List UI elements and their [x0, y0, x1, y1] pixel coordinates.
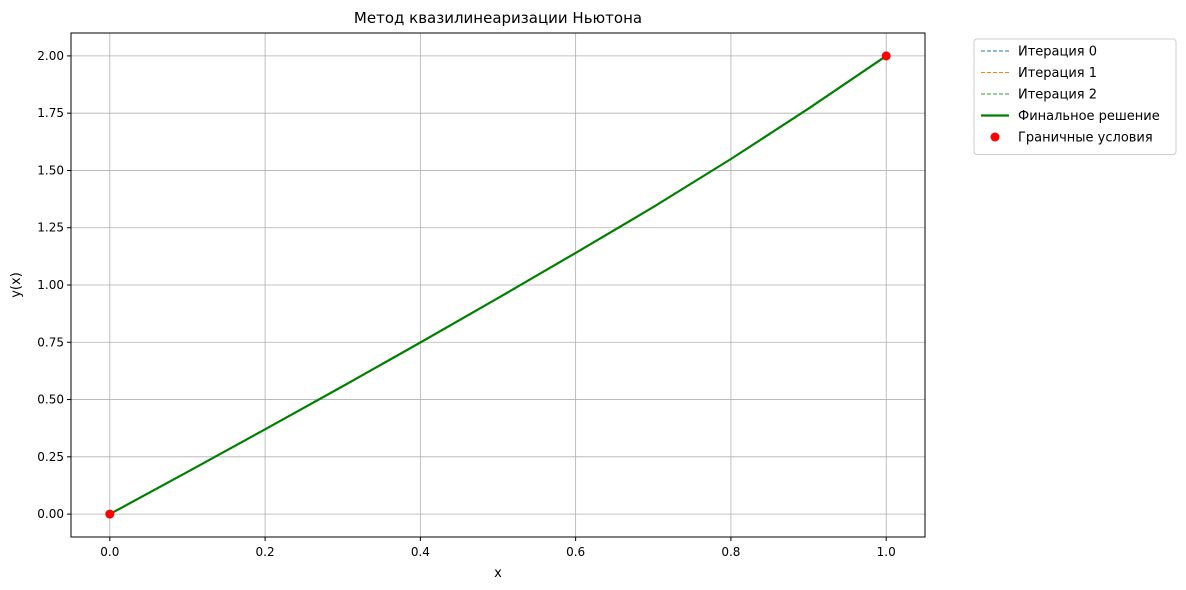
legend-label-0: Итерация 0: [1018, 45, 1097, 60]
x-tick-label: 0.8: [721, 545, 740, 559]
y-tick-label: 0.00: [37, 507, 64, 521]
chart-title: Метод квазилинеаризации Ньютона: [354, 9, 642, 27]
x-tick-label: 0.0: [100, 545, 119, 559]
y-axis-label: y(x): [9, 272, 24, 298]
x-axis-label: x: [494, 566, 502, 581]
y-ticks: 0.00 0.25 0.50 0.75 1.00 1.25 1.50 1.75 2.00: [37, 49, 71, 521]
y-tick-label: 0.75: [37, 335, 64, 349]
y-tick-label: 1.00: [37, 278, 64, 292]
y-tick-label: 2.00: [37, 49, 64, 63]
boundary-point: [105, 509, 115, 519]
x-tick-label: 1.0: [877, 545, 896, 559]
y-tick-label: 0.50: [37, 393, 64, 407]
x-tick-label: 0.4: [411, 545, 430, 559]
boundary-point: [881, 51, 891, 61]
y-tick-label: 1.75: [37, 106, 64, 120]
legend-label-2: Итерация 2: [1018, 88, 1097, 103]
legend-box: [973, 38, 1177, 155]
series-line-3: [108, 54, 888, 516]
legend-label-1: Итерация 1: [1018, 66, 1097, 81]
x-tick-label: 0.6: [566, 545, 585, 559]
series-layer: [108, 54, 888, 516]
legend-label-3: Финальное решение: [1018, 109, 1160, 124]
x-ticks: 0.0 0.2 0.4 0.6 0.8 1.0: [100, 537, 896, 559]
y-tick-label: 1.50: [37, 163, 64, 177]
boundary-points: [105, 51, 891, 519]
legend-label-points: Граничные условия: [1018, 131, 1153, 146]
legend: Итерация 0 Итерация 1 Итерация 2 Финальное …: [973, 38, 1177, 155]
y-tick-label: 0.25: [37, 450, 64, 464]
legend-swatch-points: [990, 132, 1000, 142]
y-tick-label: 1.25: [37, 221, 64, 235]
x-tick-label: 0.2: [256, 545, 275, 559]
